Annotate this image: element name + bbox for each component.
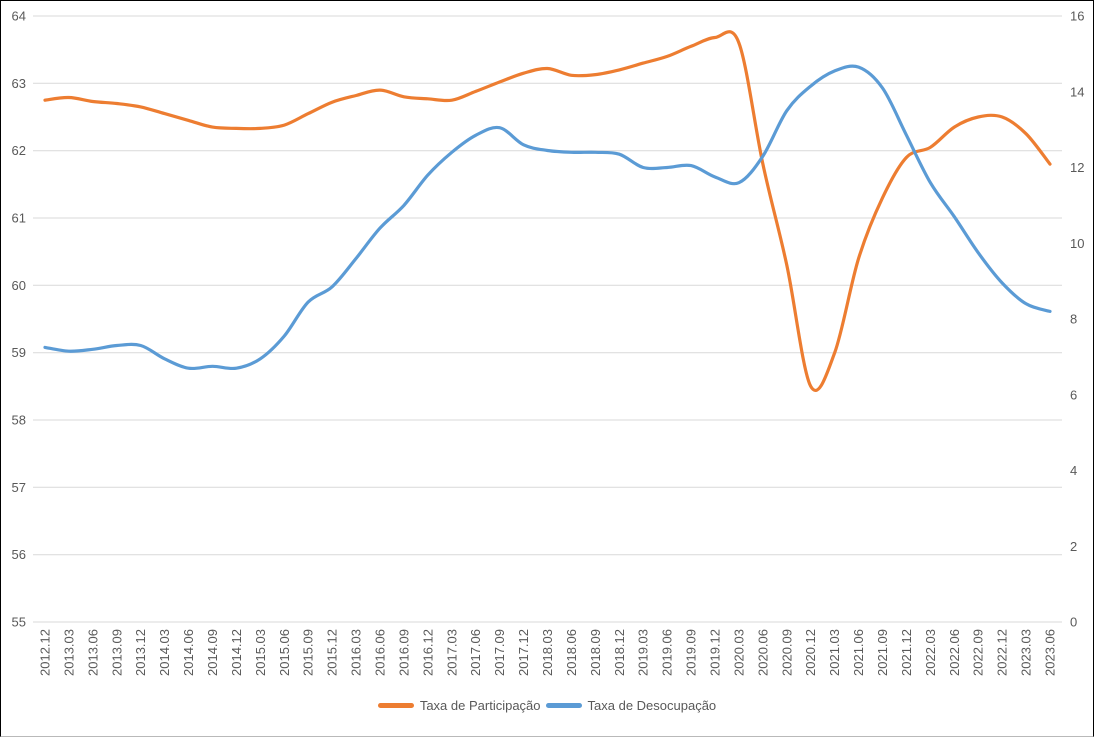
x-axis-tick-label: 2019.03 bbox=[636, 629, 651, 676]
x-axis-tick-label: 2012.12 bbox=[38, 629, 53, 676]
x-axis-tick-label: 2021.09 bbox=[875, 629, 890, 676]
right-axis-tick-label: 14 bbox=[1070, 84, 1084, 99]
legend-label-desocupacao: Taxa de Desocupação bbox=[587, 698, 717, 713]
x-axis-tick-label: 2014.12 bbox=[229, 629, 244, 676]
x-axis-tick-label: 2016.06 bbox=[373, 629, 388, 676]
legend-label-participacao: Taxa de Participação bbox=[419, 698, 541, 713]
right-axis-tick-label: 8 bbox=[1070, 312, 1077, 327]
left-axis-tick-label: 59 bbox=[12, 345, 26, 360]
x-axis-tick-label: 2016.12 bbox=[420, 629, 435, 676]
x-axis-tick-label: 2023.06 bbox=[1043, 629, 1058, 676]
left-axis-tick-label: 57 bbox=[12, 480, 26, 495]
legend-line-swatch-participacao bbox=[377, 703, 414, 708]
x-axis-tick-label: 2022.09 bbox=[971, 629, 986, 676]
left-axis-tick-label: 55 bbox=[12, 615, 26, 630]
x-axis-tick-label: 2015.06 bbox=[277, 629, 292, 676]
x-axis-tick-label: 2017.09 bbox=[492, 629, 507, 676]
x-axis-tick-label: 2013.12 bbox=[133, 629, 148, 676]
x-axis-tick-label: 2021.06 bbox=[851, 629, 866, 676]
x-axis-tick-label: 2020.06 bbox=[755, 629, 770, 676]
x-axis-tick-label: 2015.03 bbox=[253, 629, 268, 676]
right-axis-tick-label: 12 bbox=[1070, 160, 1084, 175]
left-axis-tick-label: 56 bbox=[12, 547, 26, 562]
x-axis-tick-label: 2017.06 bbox=[468, 629, 483, 676]
x-axis-tick-label: 2016.03 bbox=[349, 629, 364, 676]
right-axis-tick-label: 0 bbox=[1070, 615, 1077, 630]
x-axis-tick-label: 2014.09 bbox=[205, 629, 220, 676]
x-axis-tick-label: 2014.03 bbox=[157, 629, 172, 676]
x-axis-tick-label: 2019.06 bbox=[660, 629, 675, 676]
x-axis-tick-label: 2017.03 bbox=[444, 629, 459, 676]
x-axis-tick-label: 2018.12 bbox=[612, 629, 627, 676]
x-axis-tick-label: 2021.03 bbox=[827, 629, 842, 676]
x-axis-tick-label: 2023.03 bbox=[1019, 629, 1034, 676]
x-axis-tick-label: 2013.06 bbox=[85, 629, 100, 676]
left-axis-tick-label: 62 bbox=[12, 143, 26, 158]
right-axis-tick-label: 4 bbox=[1070, 463, 1077, 478]
right-axis-tick-label: 16 bbox=[1070, 9, 1084, 24]
x-axis-tick-label: 2015.12 bbox=[325, 629, 340, 676]
x-axis-tick-label: 2016.09 bbox=[396, 629, 411, 676]
x-axis-tick-label: 2020.03 bbox=[731, 629, 746, 676]
right-axis-tick-label: 2 bbox=[1070, 539, 1077, 554]
right-axis-tick-label: 6 bbox=[1070, 387, 1077, 402]
left-axis-tick-label: 61 bbox=[12, 211, 26, 226]
x-axis-tick-label: 2022.03 bbox=[923, 629, 938, 676]
x-axis-tick-label: 2020.09 bbox=[779, 629, 794, 676]
left-axis-tick-label: 58 bbox=[12, 413, 26, 428]
x-axis-tick-label: 2014.06 bbox=[181, 629, 196, 676]
x-axis-tick-label: 2022.06 bbox=[947, 629, 962, 676]
x-axis-tick-label: 2018.03 bbox=[540, 629, 555, 676]
x-axis-tick-label: 2022.12 bbox=[995, 629, 1010, 676]
right-axis-tick-label: 10 bbox=[1070, 236, 1084, 251]
x-axis-tick-label: 2019.09 bbox=[684, 629, 699, 676]
x-axis-tick-label: 2015.09 bbox=[301, 629, 316, 676]
left-axis-tick-label: 63 bbox=[12, 76, 26, 91]
chart-legend: Taxa de Participação Taxa de Desocupação bbox=[1, 698, 1093, 713]
x-axis-tick-label: 2018.09 bbox=[588, 629, 603, 676]
x-axis-tick-label: 2013.03 bbox=[61, 629, 76, 676]
legend-item-taxa-de-participacao: Taxa de Participação bbox=[377, 698, 541, 713]
x-axis-tick-label: 2021.12 bbox=[899, 629, 914, 676]
legend-line-swatch-desocupacao bbox=[545, 703, 582, 708]
x-axis-tick-label: 2017.12 bbox=[516, 629, 531, 676]
x-axis-tick-label: 2020.12 bbox=[803, 629, 818, 676]
x-axis-tick-label: 2019.12 bbox=[708, 629, 723, 676]
series-line-taxa-de-participacao bbox=[43, 30, 1052, 393]
left-axis-tick-label: 64 bbox=[12, 9, 26, 24]
series-line-taxa-de-desocupacao bbox=[43, 64, 1052, 371]
left-axis-tick-label: 60 bbox=[12, 278, 26, 293]
legend-item-taxa-de-desocupacao: Taxa de Desocupação bbox=[545, 698, 717, 713]
x-axis-tick-label: 2013.09 bbox=[109, 629, 124, 676]
x-axis-tick-label: 2018.06 bbox=[564, 629, 579, 676]
